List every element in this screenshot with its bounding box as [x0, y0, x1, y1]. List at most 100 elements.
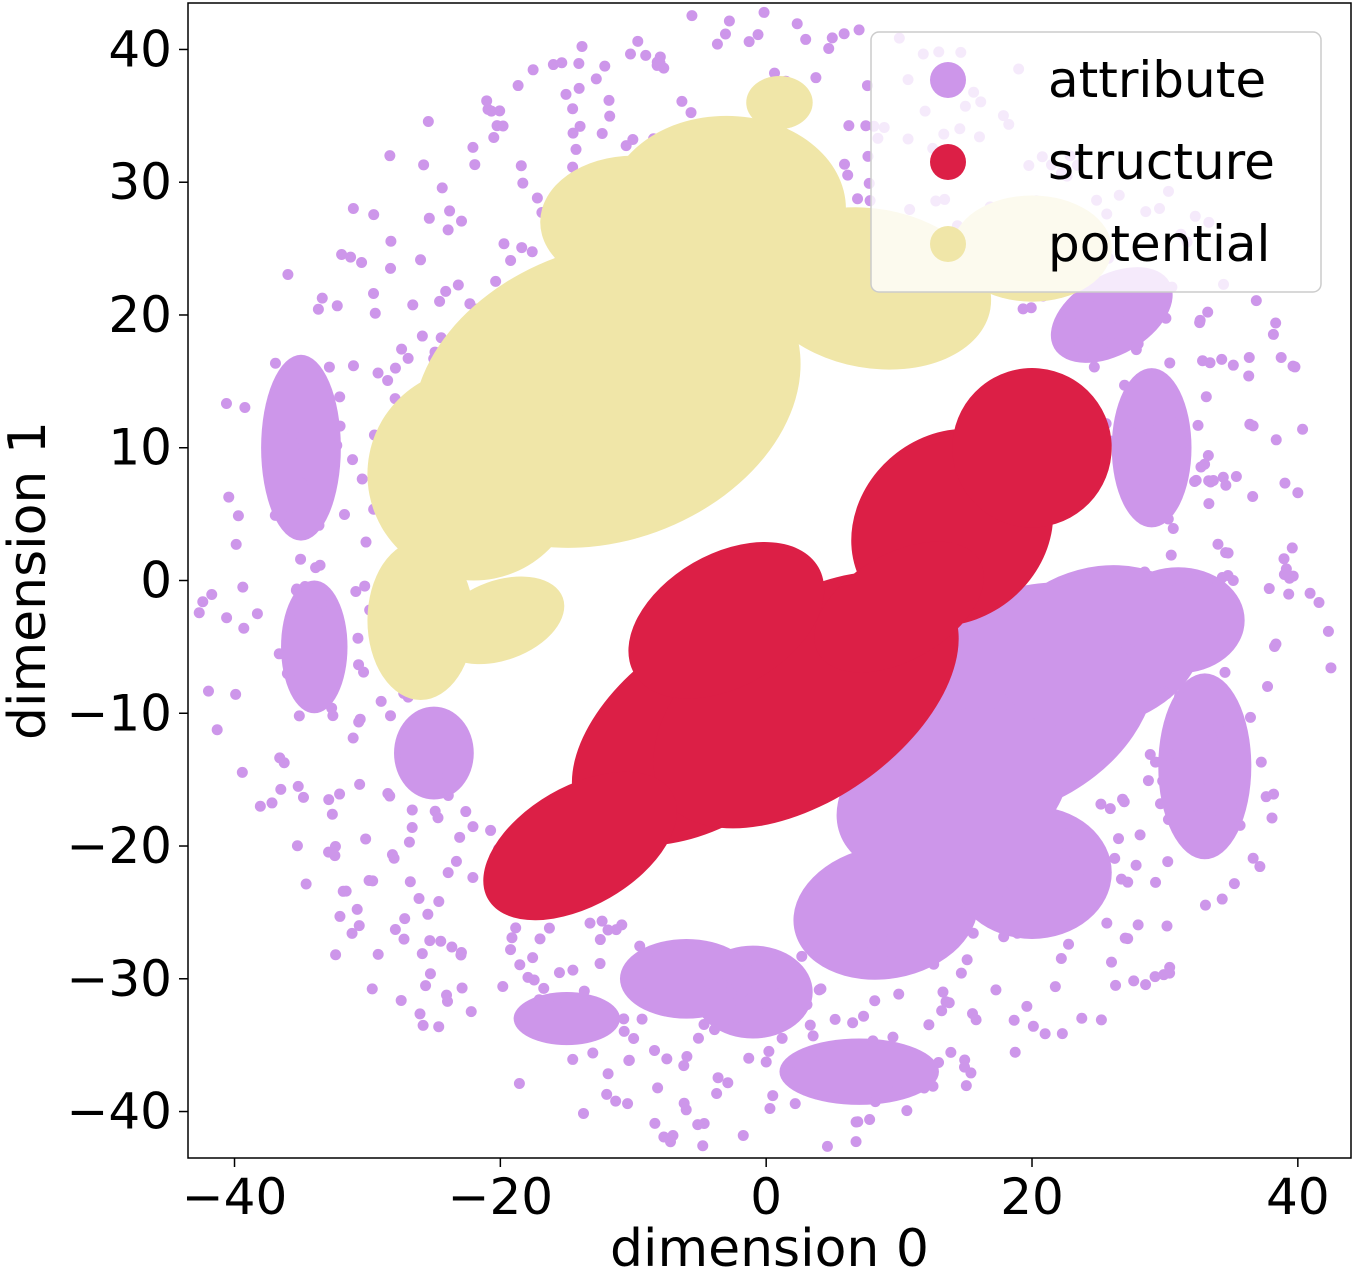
- attribute-point: [1170, 748, 1182, 760]
- attribute-point: [1270, 434, 1282, 446]
- attribute-point: [1195, 461, 1207, 473]
- attribute-point: [1130, 344, 1142, 356]
- attribute-point: [1073, 337, 1085, 349]
- attribute-point: [636, 1013, 648, 1025]
- attribute-point: [567, 161, 579, 173]
- attribute-point: [628, 1032, 640, 1044]
- attribute-point: [417, 1019, 429, 1031]
- potential-cluster-7: [746, 76, 813, 130]
- attribute-point: [796, 950, 808, 962]
- attribute-point: [1130, 417, 1142, 429]
- attribute-point: [961, 954, 973, 966]
- attribute-point: [758, 6, 770, 18]
- attribute-point: [372, 367, 384, 379]
- attribute-point: [1250, 295, 1262, 307]
- attribute-point: [1247, 852, 1259, 864]
- attribute-point: [1262, 681, 1274, 693]
- attribute-point: [823, 43, 835, 55]
- attribute-point: [337, 885, 349, 897]
- x-tick-label: 40: [1266, 1168, 1330, 1226]
- attribute-point: [418, 159, 430, 171]
- attribute-point: [515, 160, 527, 172]
- attribute-point: [1228, 878, 1240, 890]
- attribute-point: [970, 1014, 982, 1026]
- attribute-point: [1140, 979, 1152, 991]
- attribute-point: [886, 931, 898, 943]
- attribute-point: [960, 1080, 972, 1092]
- attribute-point: [1184, 581, 1196, 593]
- attribute-point: [338, 508, 350, 520]
- attribute-point: [927, 1080, 939, 1092]
- attribute-point: [810, 72, 822, 84]
- attribute-point: [331, 439, 343, 451]
- attribute-point: [622, 1098, 634, 1110]
- attribute-point: [893, 988, 905, 1000]
- attribute-point: [1129, 635, 1141, 647]
- attribute-point: [632, 35, 644, 47]
- attribute-point: [1134, 829, 1146, 841]
- attribute-point: [1206, 806, 1218, 818]
- attribute-point: [1202, 306, 1214, 318]
- attribute-point: [1113, 833, 1125, 845]
- attribute-point: [1270, 317, 1282, 329]
- attribute-point: [375, 695, 387, 707]
- attribute-point: [416, 948, 428, 960]
- attribute-cluster-3: [793, 845, 979, 980]
- attribute-point: [384, 150, 396, 162]
- attribute-point: [599, 60, 611, 72]
- attribute-point: [869, 1096, 881, 1108]
- attribute-point: [1049, 981, 1061, 993]
- attribute-point: [506, 932, 518, 944]
- attribute-point: [594, 958, 606, 970]
- attribute-point: [481, 95, 493, 107]
- attribute-point: [1165, 549, 1177, 561]
- attribute-point: [860, 120, 872, 132]
- attribute-point: [512, 80, 524, 92]
- attribute-point: [295, 553, 307, 565]
- attribute-point: [269, 509, 281, 521]
- attribute-point: [1143, 423, 1155, 435]
- attribute-point: [602, 924, 614, 936]
- attribute-point: [323, 794, 335, 806]
- attribute-point: [1222, 547, 1234, 559]
- attribute-point: [399, 913, 411, 925]
- attribute-point: [610, 924, 622, 936]
- attribute-point: [717, 978, 729, 990]
- attribute-point: [743, 36, 755, 48]
- attribute-point: [239, 401, 251, 413]
- attribute-point: [296, 477, 308, 489]
- attribute-point: [323, 361, 335, 373]
- attribute-point: [1279, 477, 1291, 489]
- attribute-point: [275, 783, 287, 795]
- attribute-point: [400, 750, 412, 762]
- attribute-point: [488, 131, 500, 143]
- attribute-point: [649, 1117, 661, 1129]
- legend-box: [870, 31, 1322, 293]
- attribute-point: [1201, 774, 1213, 786]
- attribute-point: [413, 892, 425, 904]
- series-structure: [483, 368, 1112, 921]
- attribute-point: [936, 1005, 948, 1017]
- attribute-point: [829, 1013, 841, 1025]
- attribute-point: [1203, 498, 1215, 510]
- attribute-point: [1138, 432, 1150, 444]
- attribute-point: [864, 1113, 876, 1125]
- attribute-point: [1124, 295, 1136, 307]
- attribute-point: [433, 1021, 445, 1033]
- attribute-point: [281, 668, 293, 680]
- y-axis: −40 −30 −20 −10 0 10 20 30 40: [66, 20, 188, 1141]
- y-tick-label: 30: [108, 153, 172, 211]
- attribute-point: [291, 665, 303, 677]
- attribute-point: [460, 806, 472, 818]
- attribute-cluster-11: [394, 706, 474, 800]
- attribute-point: [1060, 855, 1072, 867]
- attribute-point: [1166, 574, 1178, 586]
- attribute-point: [1304, 587, 1316, 599]
- attribute-point: [1200, 391, 1212, 403]
- attribute-point: [1137, 700, 1149, 712]
- attribute-point: [230, 688, 242, 700]
- attribute-point: [1210, 622, 1222, 634]
- attribute-point: [1139, 566, 1151, 578]
- attribute-point: [594, 934, 606, 946]
